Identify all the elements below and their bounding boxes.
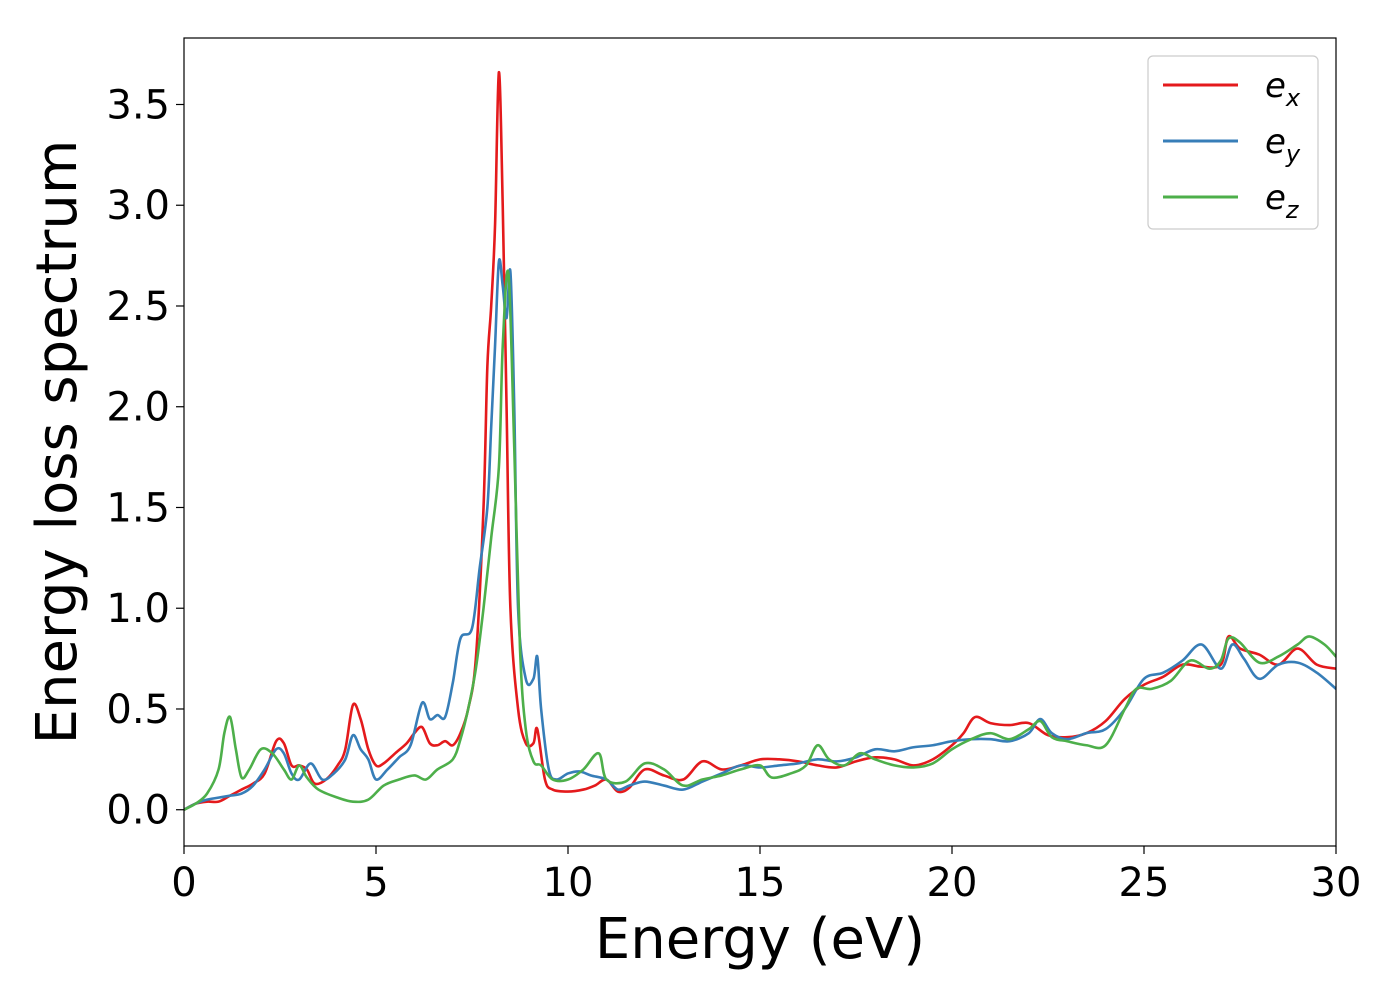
series-layer bbox=[184, 70, 1336, 812]
x-tick-label: 15 bbox=[735, 860, 786, 906]
x-axis: 0 5 10 15 20 25 30 bbox=[171, 846, 1361, 906]
y-tick-label: 2.0 bbox=[106, 385, 170, 431]
y-axis-title: Energy loss spectrum bbox=[25, 140, 90, 745]
legend-label-e-y: ey bbox=[1265, 122, 1301, 168]
legend-label-e-x: ex bbox=[1265, 66, 1301, 112]
x-tick-label: 5 bbox=[363, 860, 388, 906]
series-line-e-y bbox=[184, 258, 1336, 812]
x-tick-label: 0 bbox=[171, 860, 196, 906]
legend-label-e-z: ez bbox=[1265, 178, 1300, 224]
y-axis: 0.0 0.5 1.0 1.5 2.0 2.5 3.0 3.5 bbox=[106, 82, 184, 834]
y-tick-label: 3.0 bbox=[106, 183, 170, 229]
y-tick-label: 2.5 bbox=[106, 284, 170, 330]
x-tick-label: 20 bbox=[927, 860, 978, 906]
x-tick-label: 10 bbox=[543, 860, 594, 906]
x-tick-label: 25 bbox=[1119, 860, 1170, 906]
y-tick-label: 1.5 bbox=[106, 485, 170, 531]
series-line-e-z bbox=[184, 269, 1336, 812]
y-tick-label: 0.5 bbox=[106, 687, 170, 733]
x-tick-label: 30 bbox=[1311, 860, 1362, 906]
legend: ex ey ez bbox=[1147, 55, 1319, 230]
y-tick-label: 0.0 bbox=[106, 788, 170, 834]
y-tick-label: 1.0 bbox=[106, 586, 170, 632]
y-tick-label: 3.5 bbox=[106, 82, 170, 128]
x-axis-title: Energy (eV) bbox=[595, 907, 925, 972]
